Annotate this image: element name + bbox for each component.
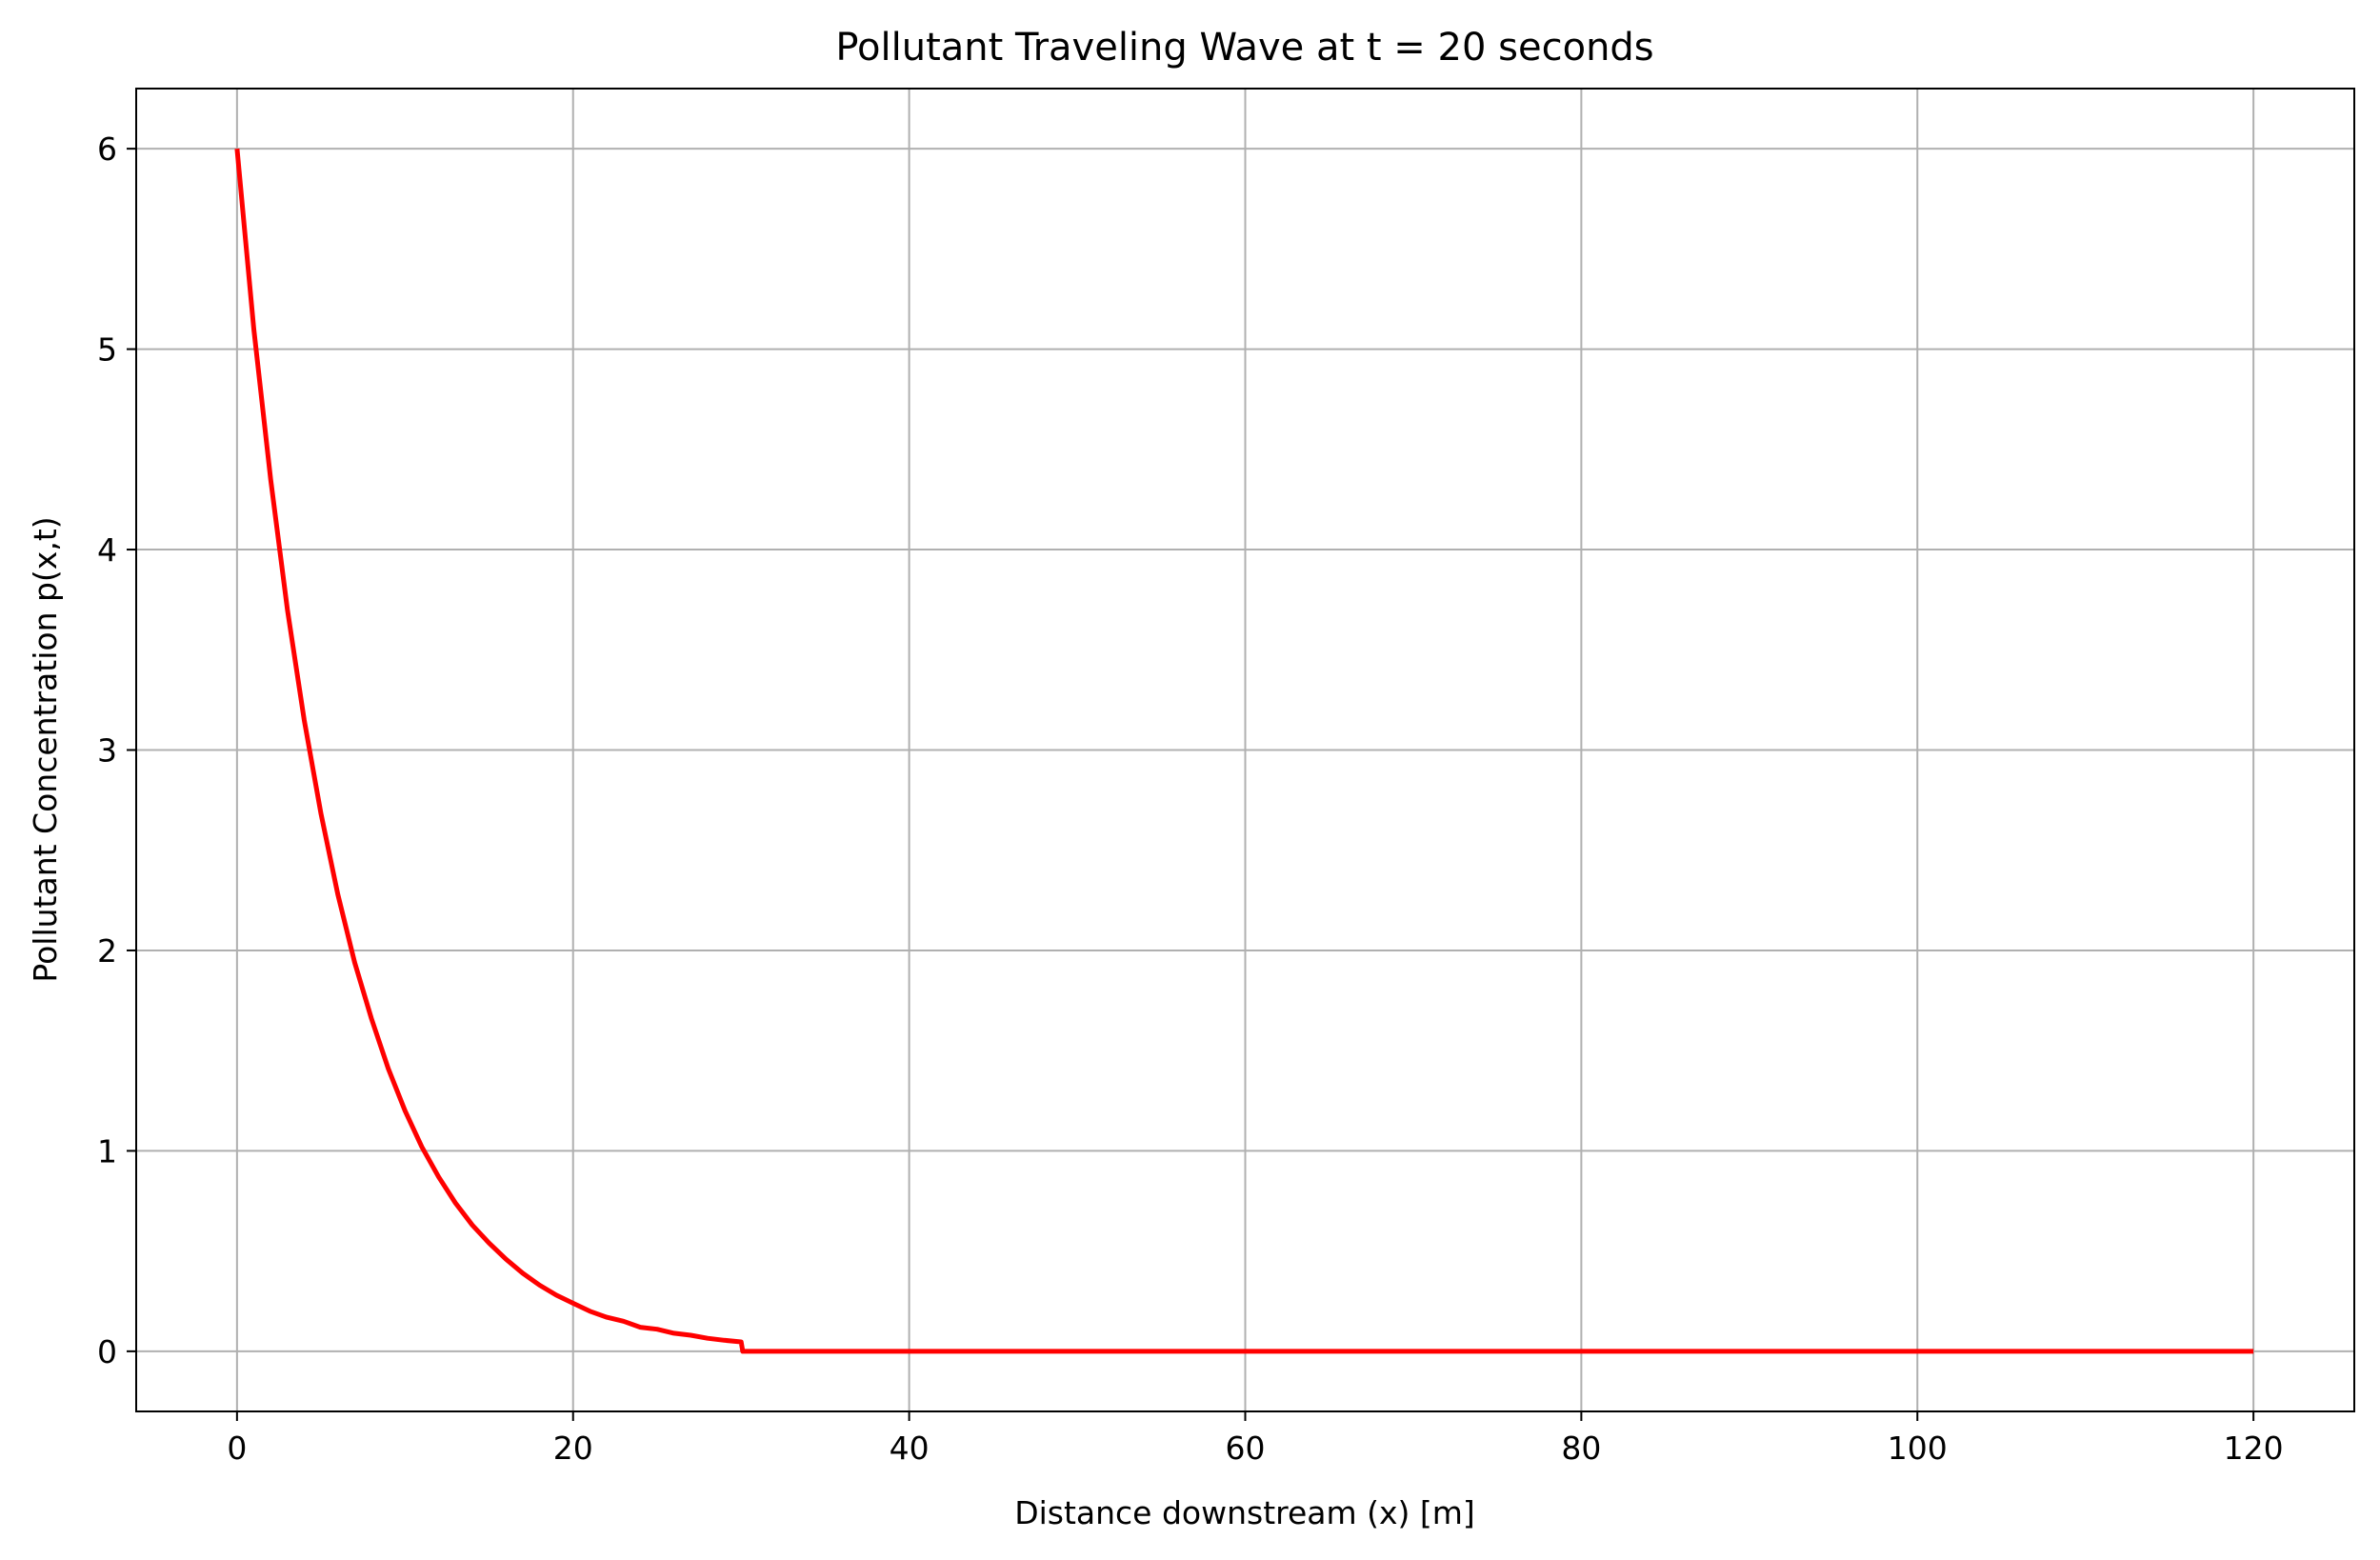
y-tick-label: 4 — [97, 531, 117, 569]
x-tick-label: 100 — [1888, 1430, 1948, 1467]
x-tick-label: 20 — [553, 1430, 593, 1467]
x-axis-label: Distance downstream (x) [m] — [1014, 1494, 1475, 1531]
x-tick-label: 40 — [890, 1430, 930, 1467]
y-tick-label: 6 — [97, 130, 117, 168]
y-tick-label: 3 — [97, 732, 117, 770]
x-axis: 0 20 40 60 80 100 120 — [227, 1411, 2284, 1467]
y-axis: 0 1 2 3 4 5 6 — [97, 130, 136, 1370]
y-tick-label: 1 — [97, 1132, 117, 1170]
series-line — [234, 148, 2254, 1354]
x-tick-label: 120 — [2224, 1430, 2284, 1467]
grid — [136, 89, 2354, 1411]
x-tick-label: 0 — [227, 1430, 247, 1467]
y-tick-label: 0 — [97, 1333, 117, 1370]
chart-title: Pollutant Traveling Wave at t = 20 secon… — [835, 26, 1653, 70]
series-layer — [234, 148, 2254, 1354]
y-tick-label: 5 — [97, 331, 117, 369]
x-tick-label: 80 — [1561, 1430, 1601, 1467]
x-tick-label: 60 — [1226, 1430, 1266, 1467]
y-tick-label: 2 — [97, 932, 117, 970]
y-axis-label: Pollutant Concentration p(x,t) — [27, 516, 64, 982]
